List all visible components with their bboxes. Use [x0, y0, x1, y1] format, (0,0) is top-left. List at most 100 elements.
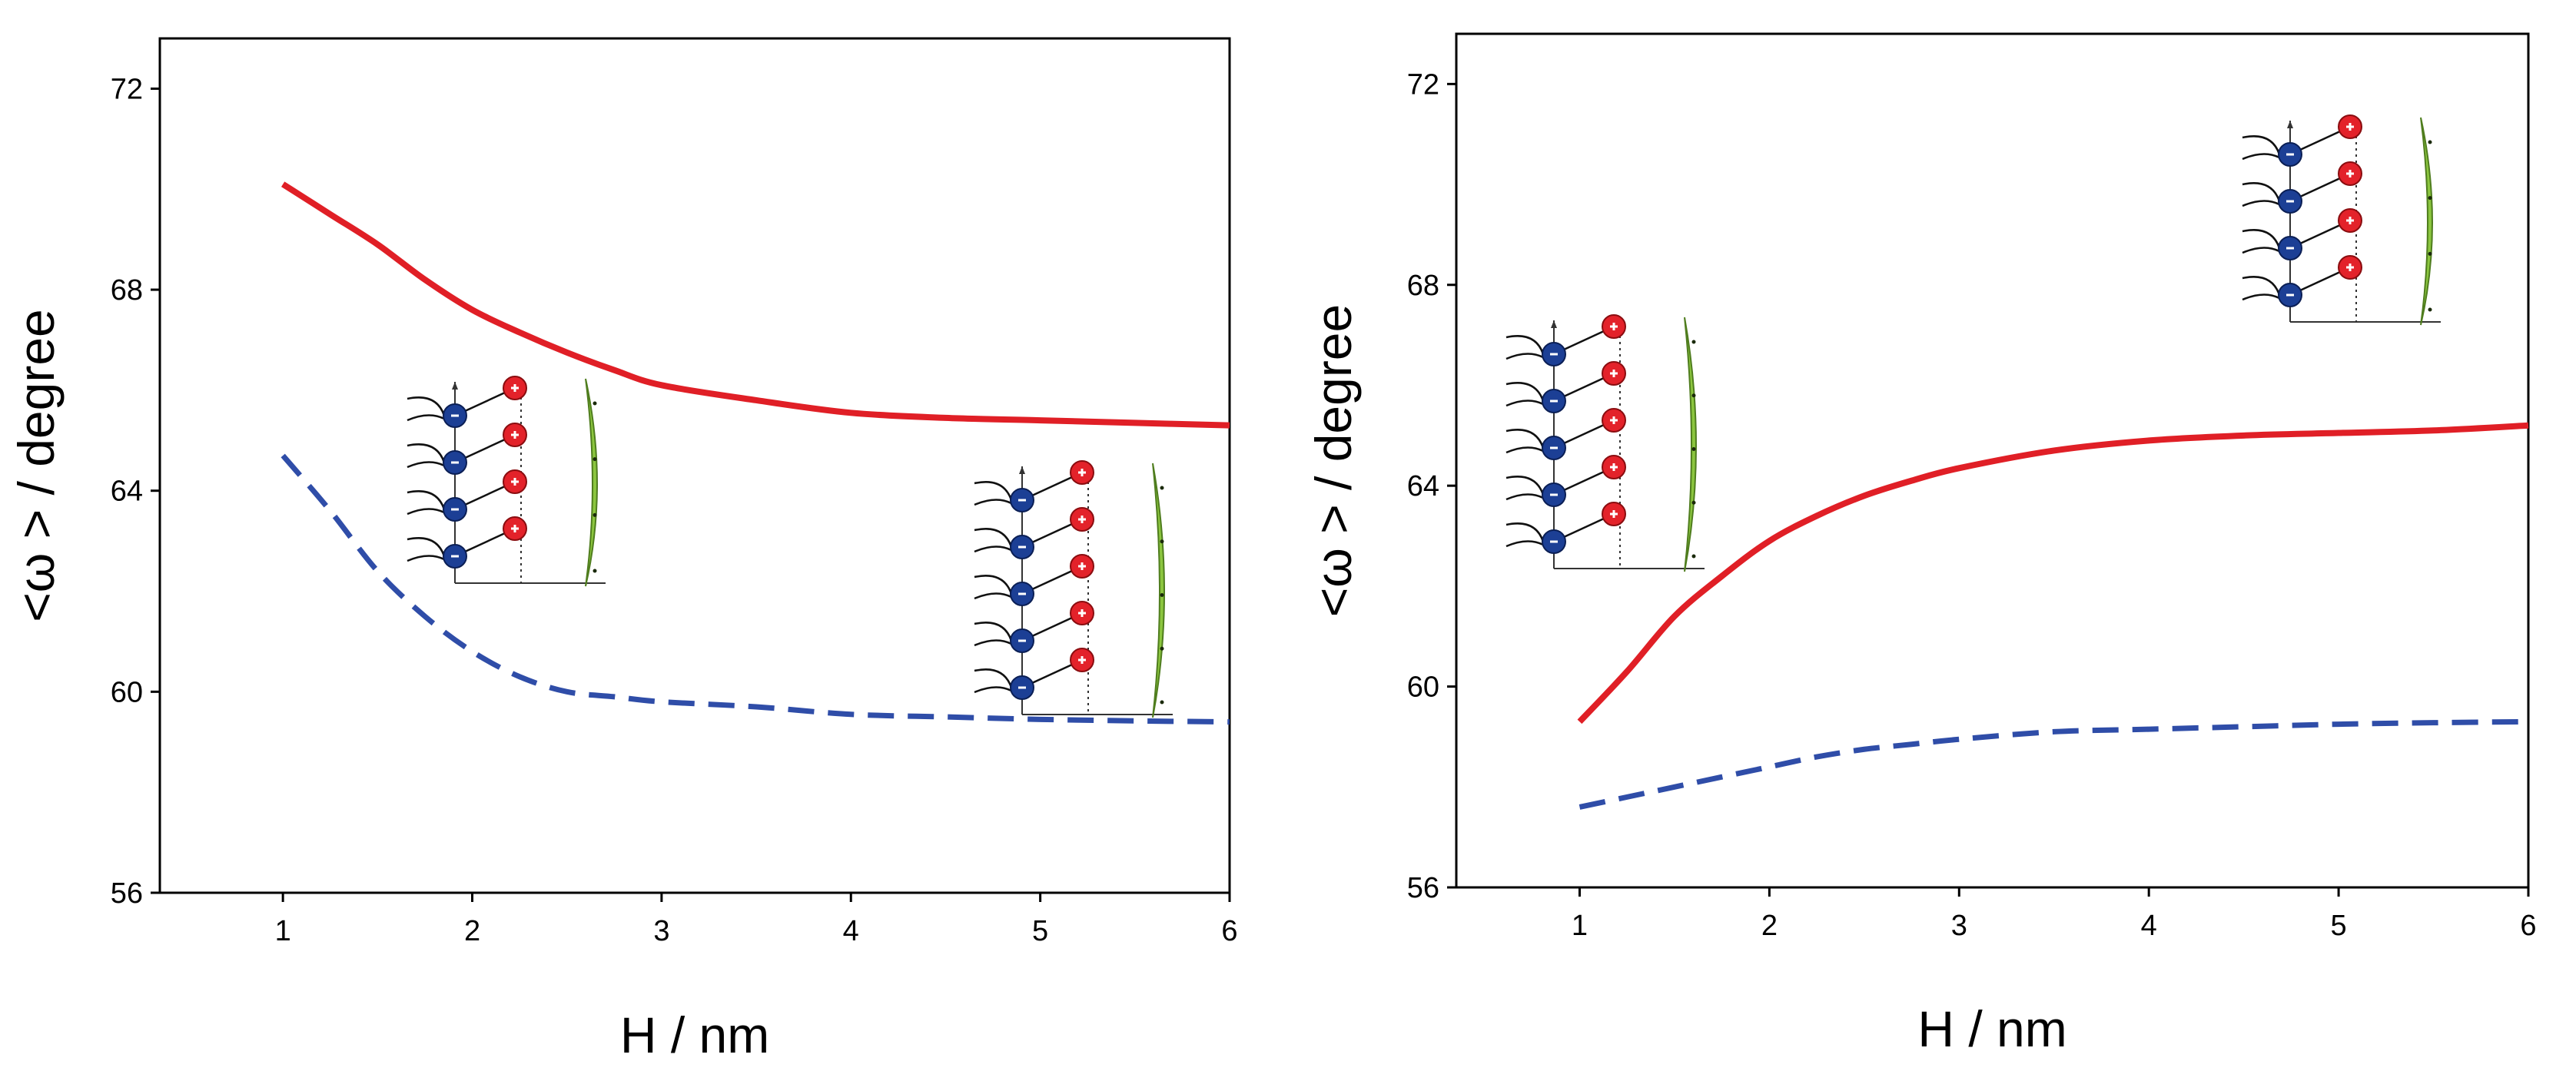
plus-sign-icon — [513, 384, 516, 392]
charged-surface-shape — [1152, 463, 1165, 718]
lipid-tail — [407, 508, 445, 516]
x-tick-label: 6 — [1221, 915, 1237, 947]
plus-sign-icon — [513, 431, 516, 439]
solid-series-line — [1577, 422, 2529, 725]
y-tick-label: 60 — [1407, 671, 1439, 704]
lipid-tail — [974, 575, 1013, 595]
x-axis-title: H / nm — [620, 1006, 769, 1063]
lipid-tail — [2242, 200, 2280, 207]
surface-charge-mark — [2428, 251, 2432, 256]
surface-charge-mark — [593, 457, 597, 462]
monolayer-schematic-inset — [2242, 114, 2441, 326]
surface-charge-mark — [593, 512, 597, 517]
inset-arrow-head-icon — [2287, 121, 2293, 128]
surface-charge-mark — [1691, 393, 1696, 398]
minus-sign-icon — [1550, 446, 1558, 449]
minus-sign-icon — [451, 508, 459, 511]
plus-sign-icon — [1081, 516, 1084, 523]
plus-sign-icon — [513, 525, 516, 532]
surface-charge-mark — [593, 401, 597, 406]
lipid-tail — [974, 639, 1012, 647]
lipid-tail — [407, 396, 446, 416]
plus-sign-icon — [2349, 217, 2352, 224]
monolayer-schematic-inset — [974, 460, 1173, 718]
plot-frame — [1455, 32, 2530, 889]
lipid-tail — [1505, 476, 1545, 496]
x-tick-label: 1 — [1572, 910, 1588, 942]
minus-sign-icon — [451, 414, 459, 417]
inset-arrow-head-icon — [1019, 466, 1025, 474]
y-tick-label: 72 — [1407, 68, 1439, 101]
x-tick-label: 1 — [275, 915, 291, 947]
lipid-tail — [2242, 276, 2281, 296]
surface-charge-mark — [2428, 307, 2432, 312]
minus-sign-icon — [2286, 293, 2294, 297]
monolayer-schematic-inset — [1505, 314, 1705, 572]
surface-charge-mark — [2428, 196, 2432, 201]
minus-sign-icon — [451, 555, 459, 558]
y-tick-label: 60 — [111, 676, 143, 708]
plus-sign-icon — [1081, 562, 1084, 570]
surface-charge-mark — [1691, 500, 1696, 505]
surface-charge-mark — [1691, 554, 1696, 559]
lipid-tail — [1505, 335, 1545, 355]
y-axis-title: <ω > / degree — [8, 309, 65, 622]
charged-surface-shape — [2420, 117, 2433, 326]
lipid-tail — [1505, 429, 1545, 449]
lipid-tail — [974, 622, 1013, 642]
x-tick-label: 2 — [1761, 910, 1778, 942]
lipid-tail — [1505, 493, 1544, 501]
y-tick-label: 68 — [111, 274, 143, 307]
surface-charge-mark — [1691, 447, 1696, 451]
surface-charge-mark — [2428, 140, 2432, 144]
lipid-tail — [407, 414, 445, 422]
minus-sign-icon — [2286, 200, 2294, 203]
surface-charge-mark — [1160, 539, 1164, 544]
lipid-tail — [974, 668, 1013, 688]
minus-sign-icon — [1550, 493, 1558, 496]
surface-charge-mark — [1160, 593, 1164, 597]
lipid-tail — [1505, 400, 1544, 407]
lipid-tail — [407, 443, 446, 463]
minus-sign-icon — [1550, 353, 1558, 356]
lipid-tail — [407, 490, 446, 510]
surface-charge-mark — [593, 569, 597, 573]
x-tick-label: 2 — [464, 915, 480, 947]
lipid-tail — [1505, 353, 1544, 360]
lipid-tail — [407, 555, 445, 562]
lipid-tail — [2242, 229, 2281, 249]
x-tick-label: 3 — [653, 915, 669, 947]
lipid-tail — [1505, 382, 1545, 402]
plus-sign-icon — [1612, 323, 1615, 330]
minus-sign-icon — [1550, 540, 1558, 543]
minus-sign-icon — [1018, 592, 1026, 595]
minus-sign-icon — [1018, 686, 1026, 689]
charged-surface-shape — [1684, 317, 1697, 572]
minus-sign-icon — [2286, 153, 2294, 156]
y-tick-label: 56 — [1407, 872, 1439, 904]
plus-sign-icon — [1612, 463, 1615, 471]
lipid-tail — [407, 537, 446, 557]
lipid-tail — [974, 481, 1013, 501]
x-tick-label: 5 — [2331, 910, 2347, 942]
plus-sign-icon — [1612, 416, 1615, 424]
surface-charge-mark — [1160, 646, 1164, 651]
lipid-tail — [974, 686, 1012, 694]
lipid-tail — [1505, 522, 1545, 542]
plus-sign-icon — [513, 478, 516, 486]
inset-arrow-head-icon — [452, 382, 458, 390]
minus-sign-icon — [2286, 247, 2294, 250]
plus-sign-icon — [1612, 370, 1615, 377]
y-tick-label: 68 — [1407, 270, 1439, 302]
inset-arrow-head-icon — [1551, 320, 1557, 328]
minus-sign-icon — [1550, 400, 1558, 403]
plus-sign-icon — [1081, 469, 1084, 476]
dashed-series-line — [281, 453, 1230, 725]
plus-sign-icon — [2349, 264, 2352, 271]
lipid-tail — [974, 528, 1013, 548]
lipid-tail — [974, 592, 1012, 600]
lipid-tail — [2242, 247, 2280, 254]
lipid-tail — [1505, 540, 1544, 548]
